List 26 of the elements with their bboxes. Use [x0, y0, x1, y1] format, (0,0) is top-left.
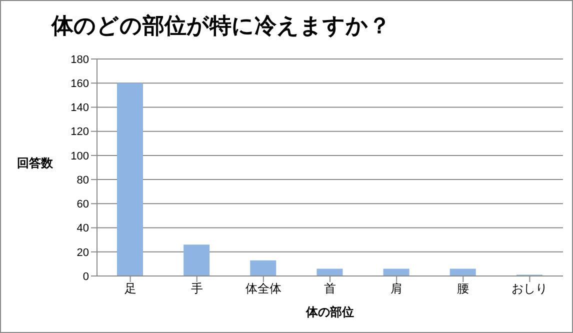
y-tick-label: 180	[70, 54, 89, 66]
y-tick-label: 20	[76, 246, 89, 259]
y-tick-label: 0	[82, 270, 89, 283]
y-tick-label: 120	[70, 126, 89, 138]
y-axis-title: 回答数	[17, 155, 53, 172]
x-tick-label: 肩	[390, 282, 403, 296]
x-tick-label: 首	[324, 282, 336, 296]
x-tick-label: 手	[190, 282, 203, 296]
x-tick-label: 腰	[457, 282, 470, 296]
chart-title: 体のどの部位が特に冷えますか？	[50, 12, 392, 40]
bar	[117, 83, 143, 276]
x-tick-label: 体全体	[245, 282, 282, 296]
y-tick-label: 80	[76, 174, 89, 186]
bar	[383, 268, 410, 276]
y-tick-label: 100	[70, 150, 89, 162]
bar	[250, 260, 276, 276]
bar	[450, 268, 476, 276]
y-tick-label: 60	[76, 198, 89, 211]
y-tick-label: 160	[70, 78, 89, 90]
y-tick-label: 40	[76, 222, 89, 235]
x-tick-label: おしり	[512, 282, 548, 296]
bar	[316, 268, 343, 276]
x-axis-title: 体の部位	[305, 305, 354, 319]
x-tick-label: 足	[124, 282, 136, 296]
y-tick-label: 140	[70, 102, 89, 114]
bar	[184, 244, 210, 276]
